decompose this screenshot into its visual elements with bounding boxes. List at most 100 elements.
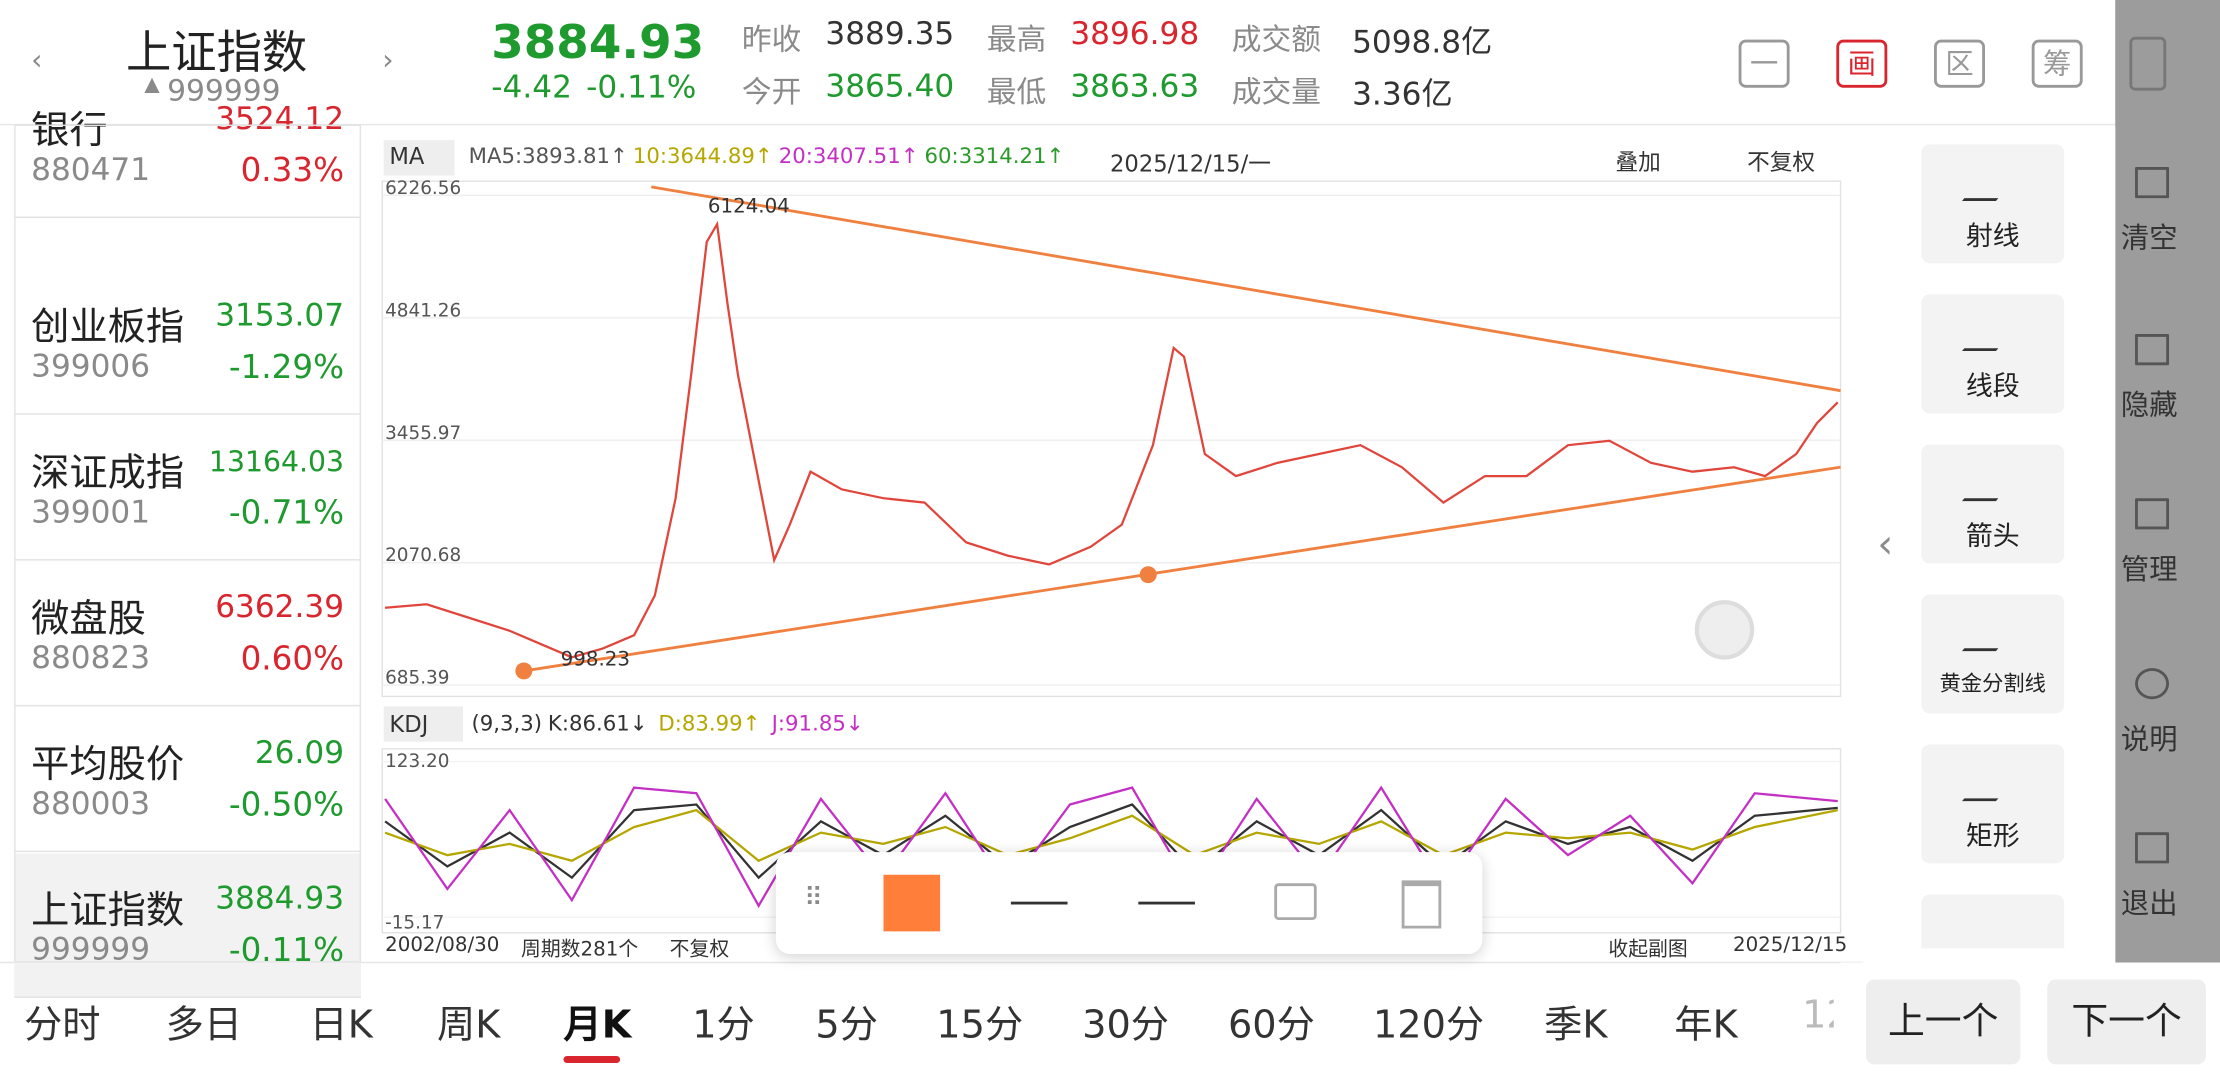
watch-row[interactable]: 微盘股 880823 6362.39 0.60%	[14, 562, 362, 707]
period-tab[interactable]: 1分	[692, 1003, 755, 1048]
nav-button[interactable]: 上一个	[1866, 979, 2021, 1065]
draw-tool[interactable]: 矩形	[1921, 744, 2065, 864]
next-arrow[interactable]: ›	[382, 42, 394, 77]
y-tick-label: -15.17	[385, 913, 444, 934]
high-label: 6124.04	[708, 194, 790, 217]
draw-tool[interactable]	[1921, 894, 2065, 949]
period-tab[interactable]: 周K	[436, 1003, 501, 1048]
indicator-box[interactable]	[383, 140, 455, 176]
tool-icon[interactable]: 筹	[2031, 39, 2083, 88]
period-tab[interactable]: 季K	[1544, 1003, 1608, 1048]
period-tab[interactable]: 120分	[1372, 1003, 1485, 1048]
overlay-button[interactable]: 叠加	[1615, 148, 1661, 176]
watch-pct: -0.71%	[228, 495, 345, 533]
stat-label: 今开	[741, 75, 802, 109]
tool-icon[interactable]: 区	[1934, 39, 1985, 88]
tool-icon	[1962, 770, 2023, 802]
chart-date: 2025/12/15/一	[1110, 150, 1271, 177]
period-tab[interactable]: 5分	[815, 1003, 878, 1048]
side-label[interactable]: 清空	[2120, 220, 2178, 255]
nav-button[interactable]: 下一个	[2047, 979, 2206, 1065]
watch-row[interactable]: 创业板指 399006 3153.07 -1.29%	[14, 270, 362, 415]
stat-label: 成交量	[1231, 75, 1321, 109]
period-underline	[563, 1055, 621, 1064]
device-icon[interactable]	[2129, 36, 2167, 91]
ma-label: 10:3644.89↑	[632, 142, 773, 169]
side-label[interactable]: 说明	[2120, 721, 2178, 756]
watch-pct: -0.11%	[228, 932, 345, 970]
tool-label: 线段	[1965, 370, 2020, 402]
tool-icon	[1962, 169, 2023, 201]
adjust-button[interactable]: 不复权	[1747, 148, 1816, 176]
draw-tool[interactable]: 箭头	[1921, 444, 2065, 564]
tool-icon[interactable]: 一	[1738, 39, 1790, 88]
up-icon: ▲	[144, 73, 160, 97]
stat-label: 最高	[986, 22, 1047, 57]
tool-icon[interactable]: 画	[1836, 39, 1888, 88]
delete-icon[interactable]	[1401, 880, 1442, 929]
period-tab[interactable]: 分时	[24, 1003, 101, 1048]
watch-frame	[14, 124, 362, 963]
ma-label: MA5:3893.81↑	[468, 142, 628, 169]
period-tab[interactable]: 月K	[563, 1003, 632, 1048]
watch-price: 3884.93	[215, 881, 345, 918]
line-width[interactable]	[1138, 901, 1195, 905]
watch-pct: 0.60%	[240, 641, 345, 679]
period-tab[interactable]: 12	[1802, 993, 1851, 1038]
draw-tool[interactable]: 线段	[1921, 294, 2065, 414]
color-swatch[interactable]	[883, 874, 941, 932]
side-label[interactable]: 隐藏	[2120, 387, 2178, 422]
watch-row[interactable]: 深证成指 399001 13164.03 -0.71%	[14, 416, 362, 561]
collapse-arrow[interactable]: ‹	[1877, 520, 1894, 568]
sub-indicator-box[interactable]	[383, 706, 463, 742]
period-tab[interactable]: 多日	[165, 1003, 243, 1048]
tool-icon	[1962, 319, 2023, 352]
footer-collapse[interactable]: 收起副图	[1608, 938, 1688, 962]
stat-label: 昨收	[741, 22, 802, 57]
watch-row[interactable]: 银行 880471 3524.12 0.33%	[14, 99, 362, 218]
tool-label: 黄金分割线	[1939, 670, 2046, 697]
side-label[interactable]: 退出	[2120, 886, 2178, 921]
draw-tool[interactable]: 黄金分割线	[1921, 594, 2065, 714]
anchor-dot	[1139, 566, 1157, 584]
side-icon	[2135, 167, 2170, 199]
draw-tool[interactable]: 射线	[1921, 144, 2065, 264]
y-tick-label: 2070.68	[385, 545, 461, 566]
period-tab[interactable]: 日K	[309, 1003, 373, 1048]
price: 3884.93	[491, 14, 705, 70]
period-tab[interactable]: 年K	[1674, 1003, 1738, 1048]
change-pct: -0.11%	[586, 70, 697, 107]
watch-row[interactable]: 上证指数 999999 3884.93 -0.11%	[14, 853, 362, 998]
watch-name: 上证指数	[31, 888, 185, 933]
period-tab[interactable]: 60分	[1227, 1003, 1315, 1048]
price-line	[385, 220, 1839, 659]
drag-handle[interactable]: ⠿	[804, 883, 823, 913]
watch-name: 微盘股	[31, 597, 146, 642]
stat-value: 5098.8亿	[1352, 25, 1493, 61]
tool-icon	[1962, 619, 2023, 652]
side-label[interactable]: 管理	[2120, 552, 2178, 587]
line-style[interactable]	[1010, 901, 1068, 905]
float-button[interactable]	[1694, 600, 1755, 660]
price-line	[384, 803, 1838, 880]
watch-code: 880003	[31, 787, 151, 823]
trend-line	[523, 465, 1841, 673]
lock-icon[interactable]	[1274, 883, 1317, 921]
ma-label: 60:3314.21↑	[924, 142, 1065, 169]
watch-row[interactable]: 平均股价 880003 26.09 -0.50%	[14, 708, 362, 853]
side-icon	[2135, 334, 2170, 366]
footer-start: 2002/08/30	[385, 934, 500, 957]
price-line	[384, 808, 1838, 863]
watch-name: 深证成指	[31, 451, 185, 496]
prev-arrow[interactable]: ‹	[31, 42, 43, 77]
watch-name: 平均股价	[31, 743, 185, 788]
stat-value: 3896.98	[1070, 16, 1200, 53]
watch-pct: -0.50%	[228, 787, 345, 824]
period-tab[interactable]: 30分	[1082, 1003, 1170, 1048]
footer-end: 2025/12/15	[1732, 934, 1848, 957]
sub-indicator: KDJ	[389, 710, 429, 738]
period-tab[interactable]: 15分	[936, 1003, 1024, 1048]
y-tick-label: 4841.26	[385, 300, 461, 321]
stock-code: 999999	[167, 73, 281, 108]
